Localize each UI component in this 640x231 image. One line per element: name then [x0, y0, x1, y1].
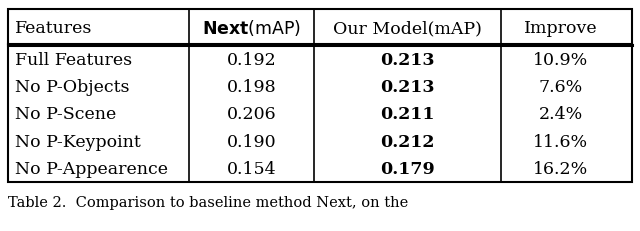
- Text: 0.212: 0.212: [380, 133, 435, 150]
- Text: No P-Scene: No P-Scene: [15, 106, 116, 123]
- Text: 11.6%: 11.6%: [533, 133, 588, 150]
- Text: No P-Objects: No P-Objects: [15, 79, 130, 96]
- Text: 0.179: 0.179: [380, 160, 435, 177]
- Text: 0.206: 0.206: [227, 106, 276, 123]
- Text: 0.213: 0.213: [380, 79, 435, 96]
- Bar: [8, 10, 632, 182]
- Text: 0.190: 0.190: [227, 133, 276, 150]
- Text: Our Model(mAP): Our Model(mAP): [333, 20, 482, 37]
- Text: Features: Features: [15, 20, 93, 37]
- Text: 16.2%: 16.2%: [533, 160, 588, 177]
- Text: 7.6%: 7.6%: [538, 79, 582, 96]
- Text: 0.211: 0.211: [380, 106, 435, 123]
- Text: $\bf{Next}$$\mathrm{(mAP)}$: $\bf{Next}$$\mathrm{(mAP)}$: [202, 18, 301, 38]
- Text: No P-Keypoint: No P-Keypoint: [15, 133, 141, 150]
- Text: Improve: Improve: [524, 20, 597, 37]
- Text: 10.9%: 10.9%: [533, 51, 588, 68]
- Text: 2.4%: 2.4%: [538, 106, 582, 123]
- Text: 0.192: 0.192: [227, 51, 276, 68]
- Text: 0.213: 0.213: [380, 51, 435, 68]
- Text: 0.198: 0.198: [227, 79, 276, 96]
- Text: 0.154: 0.154: [227, 160, 276, 177]
- Text: Table 2.  Comparison to baseline method Next, on the: Table 2. Comparison to baseline method N…: [8, 195, 408, 209]
- Text: Full Features: Full Features: [15, 51, 132, 68]
- Text: No P-Appearence: No P-Appearence: [15, 160, 168, 177]
